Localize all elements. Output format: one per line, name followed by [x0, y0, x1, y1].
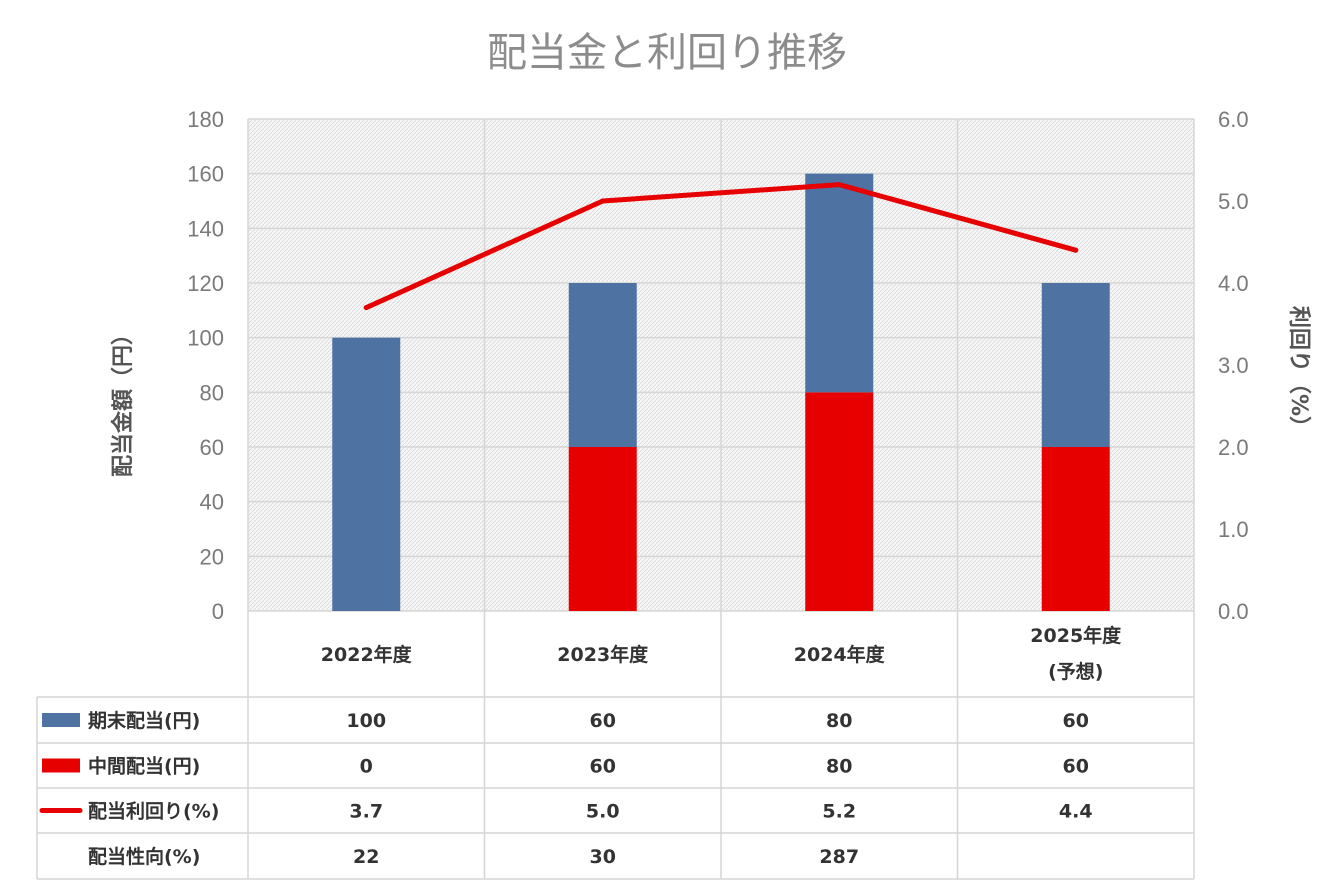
- legend-swatch: [42, 758, 80, 773]
- right-axis-ticks: 0.0 1.0 2.0 3.0 4.0 5.0 6.0: [1218, 107, 1249, 624]
- right-tick-label: 4.0: [1218, 271, 1249, 296]
- table-cell: 22: [353, 846, 379, 868]
- legend-swatch: [42, 713, 80, 727]
- yield-line-path: [363, 182, 1079, 311]
- table-cell: 3.7: [349, 801, 383, 823]
- yield-point: [363, 305, 369, 311]
- legend-label: 配当性向(%): [88, 845, 200, 868]
- right-tick-label: 0.0: [1218, 599, 1249, 624]
- right-axis-title: 利回り（%）: [1286, 306, 1311, 438]
- left-tick-label: 160: [187, 162, 224, 187]
- bar-interim: [568, 447, 637, 611]
- left-tick-label: 60: [200, 435, 224, 460]
- right-tick-label: 6.0: [1218, 107, 1249, 132]
- left-tick-label: 0: [212, 599, 224, 624]
- category-label-sub: (予想): [1048, 660, 1103, 683]
- bar-interim: [1041, 447, 1110, 611]
- right-tick-label: 5.0: [1218, 189, 1249, 214]
- left-tick-label: 20: [200, 544, 224, 569]
- table-cell: 60: [1063, 710, 1089, 732]
- bar-year-end: [1041, 283, 1110, 447]
- left-tick-label: 40: [200, 490, 224, 515]
- table-cell: 4.4: [1059, 801, 1093, 823]
- left-tick-label: 140: [187, 216, 224, 241]
- legend-label: 期末配当(円): [88, 709, 200, 732]
- left-tick-label: 80: [200, 380, 224, 405]
- table-cell: 60: [1063, 756, 1089, 778]
- bar-year-end: [568, 283, 637, 447]
- legend-label: 中間配当(円): [88, 755, 200, 778]
- data-table: 2022年度 2023年度 2024年度 2025年度 (予想) 期末配当(円) 100 60…: [36, 611, 1195, 880]
- category-label: 2024年度: [794, 643, 886, 666]
- right-tick-label: 2.0: [1218, 435, 1249, 460]
- yield-point: [600, 198, 606, 204]
- table-cell: 80: [826, 710, 852, 732]
- bars: [332, 173, 1110, 611]
- table-cell: 287: [819, 846, 859, 868]
- yield-line: [363, 182, 1079, 311]
- category-label: 2022年度: [321, 643, 413, 666]
- table-cell: 30: [590, 846, 616, 868]
- right-tick-label: 3.0: [1218, 353, 1249, 378]
- table-cell: 5.0: [586, 801, 620, 823]
- yield-point: [1073, 247, 1079, 253]
- table-cell: 100: [346, 710, 386, 732]
- category-label: 2023年度: [557, 643, 649, 666]
- left-tick-label: 180: [187, 107, 224, 132]
- bar-year-end: [332, 337, 401, 611]
- bar-interim: [805, 392, 874, 611]
- category-label: 2025年度: [1030, 624, 1122, 647]
- yield-point: [836, 182, 842, 188]
- left-axis-ticks: 0 20 40 60 80 100 120 140 160 180: [187, 107, 224, 624]
- table-cell: 60: [590, 710, 616, 732]
- table-cell: 5.2: [822, 801, 856, 823]
- left-tick-label: 120: [187, 271, 224, 296]
- left-axis-title: 配当金額（円）: [110, 323, 136, 477]
- chart-title: 配当金と利回り推移: [487, 30, 847, 76]
- gridlines: [247, 118, 1195, 612]
- table-cell: 0: [360, 756, 373, 778]
- table-cell: 60: [590, 756, 616, 778]
- right-tick-label: 1.0: [1218, 517, 1249, 542]
- bar-year-end: [805, 173, 874, 393]
- legend-label: 配当利回り(%): [88, 800, 219, 823]
- table-cell: 80: [826, 756, 852, 778]
- left-tick-label: 100: [187, 326, 224, 351]
